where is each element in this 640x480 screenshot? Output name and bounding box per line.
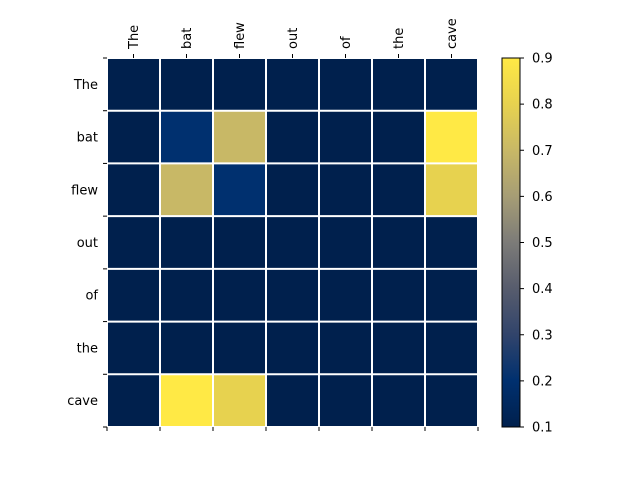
colorbar: 0.1 0.2 0.3 0.4 0.5 0.6 0.7 0.8 0.9: [501, 52, 553, 436]
y-tick-label-0: The: [73, 78, 98, 93]
colorbar-tick-label-6: 0.7: [532, 144, 553, 159]
heatmap-cell-4-4: [319, 268, 372, 322]
x-tick-label-3: out: [286, 28, 301, 49]
heatmap-cell-1-1: [160, 110, 213, 164]
y-tick-label-6: cave: [67, 394, 98, 409]
heatmap-cell-1-4: [319, 110, 372, 164]
heatmap-cell-6-3: [266, 374, 319, 427]
colorbar-tick-label-1: 0.2: [532, 374, 553, 389]
heatmap-cell-0-0: [107, 58, 160, 111]
heatmap-cell-3-4: [319, 216, 372, 269]
y-tick-label-5: the: [77, 341, 98, 356]
heatmap-cell-4-0: [107, 268, 160, 322]
heatmap-cell-3-0: [107, 216, 160, 269]
colorbar-tick-label-4: 0.5: [532, 236, 553, 251]
heatmap-cell-6-6: [425, 374, 478, 427]
heatmap-cell-3-5: [372, 216, 425, 269]
heatmap-cell-5-4: [319, 321, 372, 375]
heatmap-cell-0-4: [319, 58, 372, 111]
x-tick-label-5: the: [392, 28, 407, 49]
heatmap-cell-2-4: [319, 163, 372, 217]
heatmap-cell-4-2: [213, 268, 266, 322]
heatmap-cell-4-1: [160, 268, 213, 322]
colorbar-gradient: [501, 57, 521, 428]
heatmap-cell-6-4: [319, 374, 372, 427]
heatmap-cell-3-6: [425, 216, 478, 269]
heatmap-cell-6-2: [213, 374, 266, 427]
heatmap-cell-6-0: [107, 374, 160, 427]
heatmap-cell-4-3: [266, 268, 319, 322]
heatmap-cell-1-2: [213, 110, 266, 164]
heatmap-cell-0-6: [425, 58, 478, 111]
heatmap-cell-5-5: [372, 321, 425, 375]
heatmap-grid: [106, 57, 479, 428]
heatmap-cell-5-2: [213, 321, 266, 375]
heatmap-cell-6-5: [372, 374, 425, 427]
heatmap-cell-6-1: [160, 374, 213, 427]
y-tick-label-1: bat: [77, 131, 98, 146]
heatmap-cell-1-6: [425, 110, 478, 164]
x-tick-labels: The bat flew out of the cave: [106, 18, 479, 431]
heatmap-cells: [107, 58, 478, 427]
y-tick-label-4: of: [85, 289, 98, 304]
x-tick-label-2: flew: [233, 22, 248, 49]
heatmap-cell-1-3: [266, 110, 319, 164]
heatmap-cell-5-0: [107, 321, 160, 375]
colorbar-tick-label-5: 0.6: [532, 190, 553, 205]
colorbar-tick-label-2: 0.3: [532, 328, 553, 343]
heatmap-cell-2-3: [266, 163, 319, 217]
heatmap-cell-5-1: [160, 321, 213, 375]
heatmap-cell-5-3: [266, 321, 319, 375]
heatmap-cell-2-6: [425, 163, 478, 217]
heatmap-cell-1-0: [107, 110, 160, 164]
colorbar-tick-label-8: 0.9: [532, 52, 553, 67]
heatmap-cell-0-5: [372, 58, 425, 111]
x-tick-label-0: The: [127, 25, 142, 50]
heatmap-cell-2-0: [107, 163, 160, 217]
heatmap-cell-1-5: [372, 110, 425, 164]
x-tick-label-6: cave: [445, 18, 460, 49]
heatmap-cell-0-1: [160, 58, 213, 111]
x-tick-label-4: of: [339, 36, 354, 49]
heatmap-cell-3-3: [266, 216, 319, 269]
heatmap-cell-4-5: [372, 268, 425, 322]
heatmap-cell-2-2: [213, 163, 266, 217]
heatmap-cell-5-6: [425, 321, 478, 375]
y-tick-labels: The bat flew out of the cave: [67, 57, 107, 428]
heatmap-cell-4-6: [425, 268, 478, 322]
y-tick-label-3: out: [77, 236, 98, 251]
x-tick-label-1: bat: [180, 28, 195, 49]
heatmap-cell-0-2: [213, 58, 266, 111]
y-tick-label-2: flew: [71, 183, 98, 198]
heatmap-cell-2-5: [372, 163, 425, 217]
heatmap-cell-0-3: [266, 58, 319, 111]
colorbar-tick-label-3: 0.4: [532, 282, 553, 297]
heatmap-cell-2-1: [160, 163, 213, 217]
colorbar-tick-label-7: 0.8: [532, 98, 553, 113]
heatmap-cell-3-1: [160, 216, 213, 269]
heatmap-cell-3-2: [213, 216, 266, 269]
colorbar-tick-label-0: 0.1: [532, 421, 553, 436]
